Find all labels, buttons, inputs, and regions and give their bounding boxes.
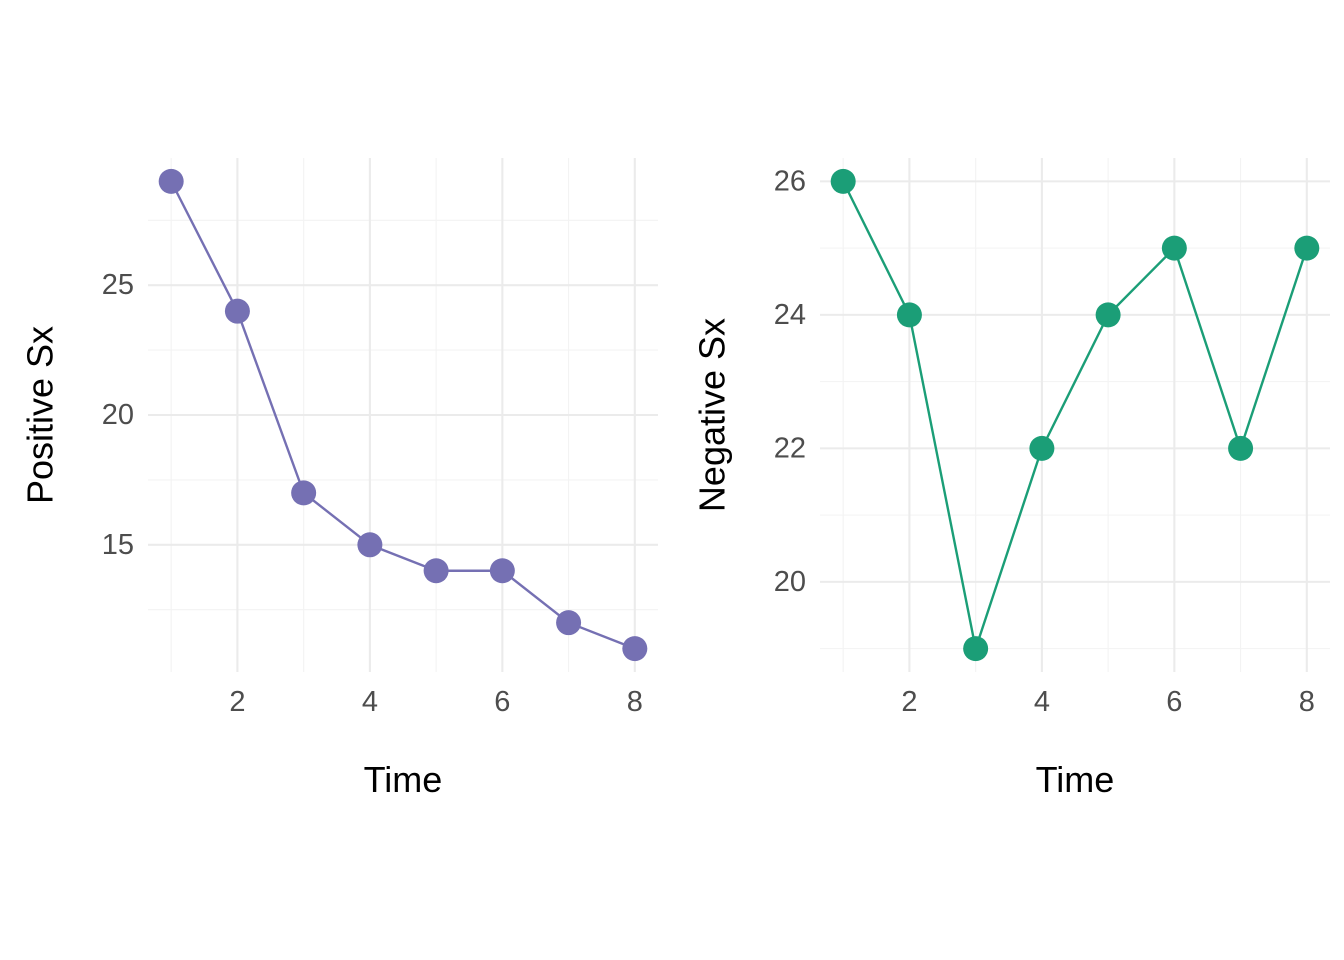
panel-1-x-tick-label: 2 — [229, 686, 245, 718]
panel-2-data-point — [963, 636, 989, 662]
panel-1-x-axis-title: Time — [364, 759, 443, 800]
panel-2-data-point — [830, 168, 856, 194]
panel-2-data-point — [1161, 235, 1187, 261]
panel-1-series-line — [170, 180, 636, 650]
panel-2-data-point — [1294, 235, 1320, 261]
panel-2-y-tick-label: 24 — [774, 299, 806, 331]
panel-1-data-point — [556, 610, 582, 636]
panel-2-data-point — [1029, 435, 1055, 461]
panel-2-data-point — [1095, 302, 1121, 328]
panel-2-data-point — [1228, 435, 1254, 461]
panel-2-y-tick-label: 26 — [774, 165, 806, 197]
panel-1-data-point — [291, 480, 317, 506]
panel-2-series-line — [842, 180, 1308, 650]
panel-1-x-tick-label: 4 — [362, 686, 378, 718]
panel-1-y-tick-label: 15 — [102, 529, 134, 561]
panel-2-y-tick-label: 22 — [774, 432, 806, 464]
panel-1-data-point — [357, 532, 383, 558]
panel-1-y-axis-title: Positive Sx — [20, 326, 61, 504]
panel-1-x-tick-label: 6 — [494, 686, 510, 718]
panel-1-data-point — [423, 558, 449, 584]
panel-1-data-point — [158, 168, 184, 194]
panel-1-data-point — [489, 558, 515, 584]
panel-2-x-tick-label: 2 — [901, 686, 917, 718]
panel-2-x-tick-label: 8 — [1299, 686, 1315, 718]
panel-2-x-tick-label: 6 — [1166, 686, 1182, 718]
panel-2-x-tick-label: 4 — [1034, 686, 1050, 718]
panel-1-data-point — [224, 298, 250, 324]
panel-1-x-tick-label: 8 — [627, 686, 643, 718]
panel-1-y-tick-label: 20 — [102, 399, 134, 431]
panel-2-y-axis-title: Negative Sx — [692, 318, 733, 512]
panel-1-y-tick-label: 25 — [102, 269, 134, 301]
positive-sx-panel: 15 20 25 2 4 6 8 Time Positive Sx — [20, 158, 658, 800]
panel-2-x-axis-title: Time — [1036, 759, 1115, 800]
panel-1-data-point — [622, 636, 648, 662]
panel-2-y-tick-label: 20 — [774, 566, 806, 598]
panel-2-data-point — [896, 302, 922, 328]
